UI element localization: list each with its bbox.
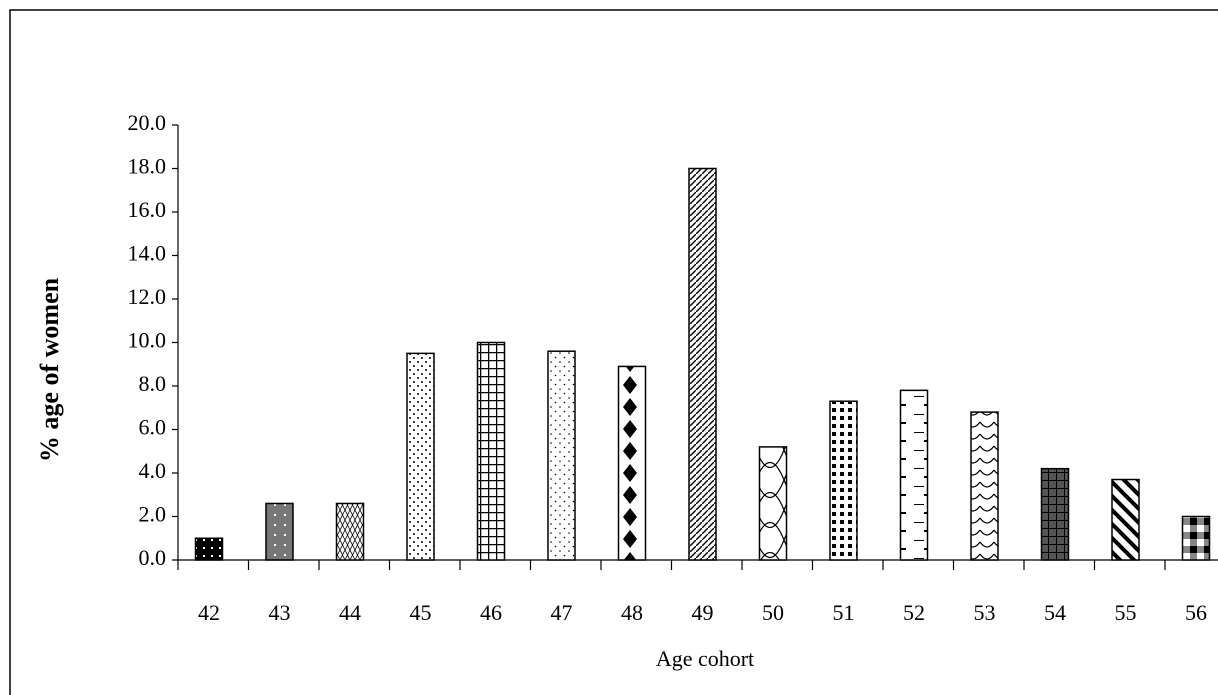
bar (829, 400, 858, 561)
x-tick-label: 56 (1185, 600, 1207, 625)
x-tick-label: 54 (1044, 600, 1066, 625)
x-tick-label: 47 (551, 600, 573, 625)
y-tick-label: 6.0 (139, 415, 167, 440)
x-tick-label: 51 (833, 600, 855, 625)
y-tick-label: 16.0 (128, 197, 167, 222)
bar (688, 167, 717, 561)
x-tick-label: 52 (903, 600, 925, 625)
bar (265, 502, 294, 561)
x-tick-label: 43 (269, 600, 291, 625)
bar (547, 350, 576, 561)
x-tick-label: 48 (621, 600, 643, 625)
frame (9, 9, 1218, 695)
y-tick-label: 12.0 (128, 284, 167, 309)
bar (758, 446, 788, 561)
x-tick-label: 49 (692, 600, 714, 625)
x-tick-label: 45 (410, 600, 432, 625)
x-tick-label: 42 (198, 600, 220, 625)
bar (406, 352, 435, 561)
y-tick-label: 0.0 (139, 545, 167, 570)
bar (194, 537, 224, 561)
bar (970, 411, 999, 561)
x-tick-label: 55 (1115, 600, 1137, 625)
x-tick-label: 44 (339, 600, 361, 625)
bar (335, 502, 365, 561)
y-tick-label: 20.0 (128, 110, 167, 135)
x-tick-label: 50 (762, 600, 784, 625)
y-tick-label: 2.0 (139, 502, 167, 527)
bar (1181, 515, 1211, 561)
y-axis-label: % age of women (35, 277, 64, 462)
y-tick-label: 10.0 (128, 328, 167, 353)
bar (617, 365, 647, 561)
bar (899, 389, 929, 561)
y-tick-label: 18.0 (128, 154, 167, 179)
bar (476, 341, 506, 561)
bar (1040, 467, 1070, 561)
y-tick-label: 4.0 (139, 458, 167, 483)
x-tick-label: 53 (974, 600, 996, 625)
bar (1111, 478, 1140, 561)
y-tick-label: 8.0 (139, 371, 167, 396)
x-tick-label: 46 (480, 600, 502, 625)
y-tick-label: 14.0 (128, 241, 167, 266)
x-axis-label: Age cohort (656, 646, 754, 671)
